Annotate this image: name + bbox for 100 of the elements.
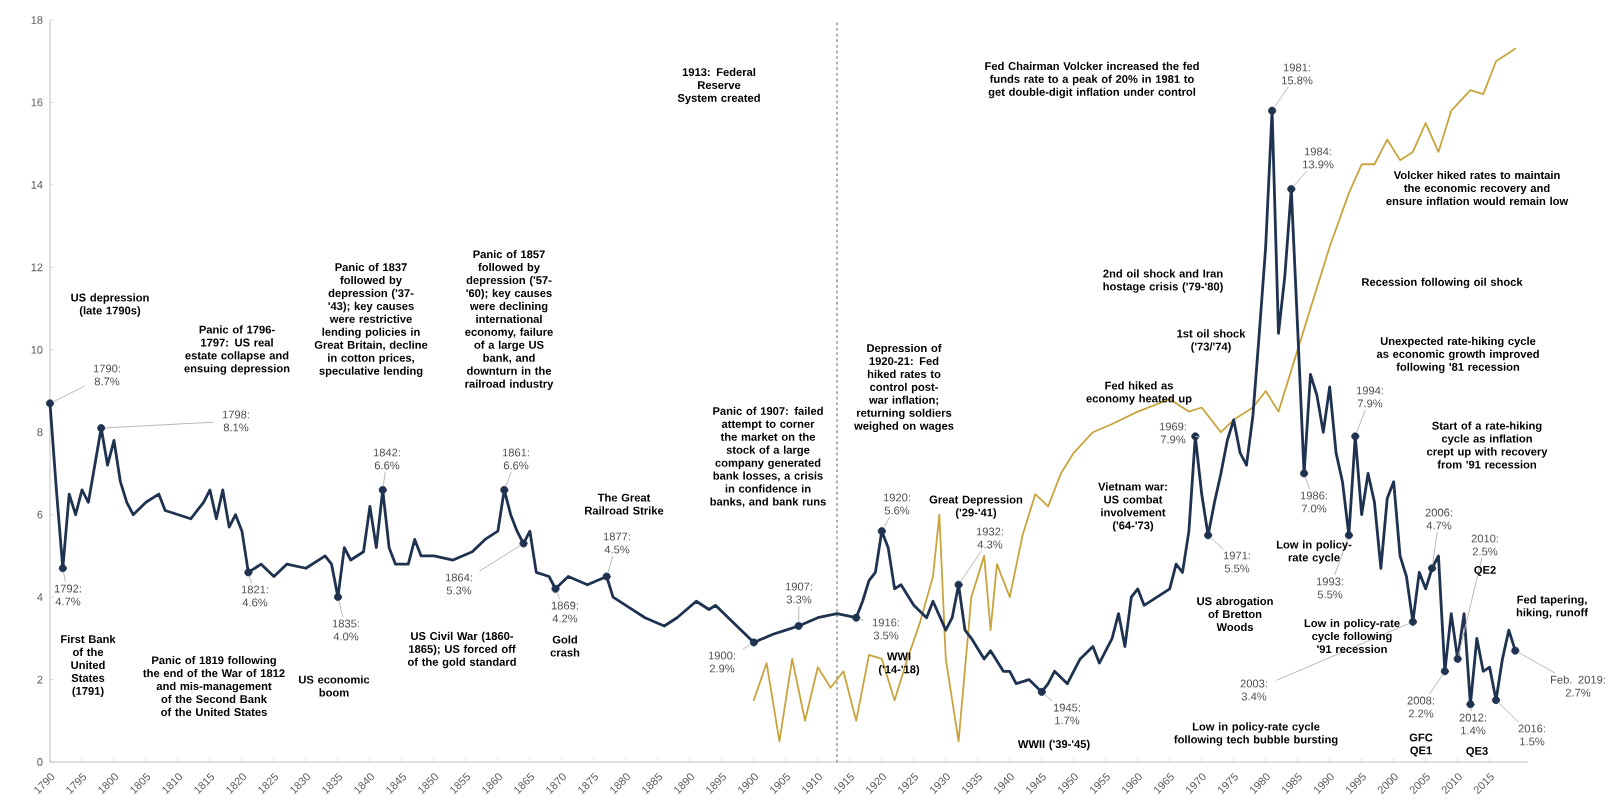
annotation: 2012: 1.4% [1459, 713, 1486, 735]
annotation: 1984: 13.9% [1303, 147, 1334, 169]
annotation: Panic of 1796-1797: US real estate collapse and ensuing depression [184, 325, 290, 375]
annotation: 2nd oil shock and Iran hostage crisis ('79-'80) [1103, 269, 1223, 293]
point [1300, 469, 1309, 478]
annotation: 1993: 5.5% [1316, 577, 1343, 599]
annotation: 1907: 3.3% [785, 582, 812, 604]
annotation: 1798: 8.1% [222, 410, 249, 432]
text: Panic of 1837 followed by depression ('37-'43); key causes were restrictive lending policies in Great Britain, decline in cotton prices, speculative lending [314, 262, 428, 378]
annotation: 1945: 1.7% [1053, 703, 1080, 725]
annotation: Low in policy-rate cycle following tech bubble bursting [1174, 722, 1338, 746]
annotation: Recession following oil shock [1362, 277, 1523, 289]
point [1268, 106, 1277, 115]
annotation: Vietnam war: US combat involvement ('64-'73) [1098, 482, 1167, 532]
point [1204, 531, 1213, 540]
annotation: 1842: 6.6% [373, 448, 400, 470]
annotation: 2016: 1.5% [1518, 724, 1545, 746]
annotation: 1916: 3.5% [872, 618, 899, 640]
annotation: US abrogation of Bretton Woods [1197, 596, 1273, 632]
annotation: 2010: 2.5% [1471, 534, 1498, 556]
annotation: Gold crash [550, 635, 580, 657]
y-tick-label: 0 [37, 758, 43, 766]
annotation: 1835: 4.0% [332, 619, 359, 641]
point [58, 564, 67, 573]
point [877, 527, 886, 536]
annotation: Fed Chairman Volcker increased the fed funds rate to a peak of 20% in 1981 to get double-digit inflation under control [985, 61, 1199, 99]
annotation: Unexpected rate-hiking cycle as economic growth improved following '81 recession [1376, 336, 1539, 374]
annotation: Feb. 2019: 2.7% [1551, 675, 1605, 697]
annotation: 1790: 8.7% [93, 364, 120, 386]
annotation: 1913: Federal Reserve System created [677, 67, 760, 105]
point [1492, 696, 1501, 705]
annotation: 1900: 2.9% [708, 651, 735, 673]
point [333, 593, 342, 602]
annotation: WWII ('39-'45) [1017, 739, 1090, 751]
point [519, 539, 528, 548]
point [1511, 646, 1520, 655]
point [602, 572, 611, 581]
point [852, 613, 861, 622]
y-tick-label: 8 [37, 428, 43, 437]
y-tick-label: 6 [37, 510, 43, 519]
annotation: GFC QE1 [1409, 733, 1433, 757]
annotation: 1821: 4.6% [241, 585, 268, 607]
annotation: Panic of 1907: failed attempt to corner the market on the stock of a large company generated bank losses, a crisis in confidence in banks, and bank runs [710, 406, 826, 508]
point [244, 568, 253, 577]
point [1344, 531, 1353, 540]
annotation: 1981: 15.8% [1282, 63, 1313, 85]
point [1466, 700, 1475, 709]
y-tick-label: 10 [31, 345, 43, 354]
y-tick-label: 16 [31, 98, 43, 107]
annotation: US depression (late 1790s) [71, 293, 149, 317]
point [551, 584, 560, 593]
point [1440, 667, 1449, 676]
annotation: Fed hiked as economy heated up [1086, 381, 1192, 405]
y-tick-label: 4 [37, 593, 43, 601]
point [794, 621, 803, 630]
y-tick-label: 12 [31, 263, 43, 272]
annotation: 1971: 5.5% [1223, 551, 1250, 573]
annotation: 1877: 4.5% [603, 532, 630, 554]
annotation: 1869: 4.2% [551, 601, 578, 623]
annotation: Start of a rate-hiking cycle as inflation crept up with recovery from '91 recession [1427, 421, 1548, 469]
annotation: 1986: 7.0% [1300, 491, 1327, 513]
annotation: Panic of 1819 following the end of the War of 1812 and mis-management of the Second Bank of the United States [143, 655, 285, 716]
annotation: Low in policy-rate cycle [1276, 540, 1352, 564]
annotation: 1994: 7.9% [1356, 386, 1383, 408]
annotation: 1864: 5.3% [445, 573, 472, 595]
annotation: Volcker hiked rates to maintain the economic recovery and ensure inflation would remain low [1386, 170, 1569, 206]
point [500, 485, 509, 494]
annotation: 1861: 6.6% [502, 448, 529, 470]
annotation: 1932: 4.3% [976, 527, 1003, 549]
point [97, 424, 106, 433]
point [378, 485, 387, 494]
annotation: 1792: 4.7% [54, 584, 81, 606]
point [46, 399, 54, 408]
annotation: First Bank of the United States (1791) [61, 634, 116, 698]
annotation: Depression of 1920-21: Fed hiked rates to control post-war inflation; returning soldiers weighed on wages [854, 343, 954, 433]
y-tick-label: 18 [31, 16, 43, 24]
point [1037, 687, 1046, 696]
point [1287, 185, 1296, 194]
point [1428, 564, 1437, 573]
annotation: 2003: 3.4% [1240, 679, 1267, 701]
point [954, 580, 963, 589]
point [1453, 654, 1462, 663]
point [1351, 432, 1360, 441]
point [749, 638, 758, 647]
annotation: 1969: 7.9% [1159, 422, 1186, 444]
annotation: 2008: 2.2% [1407, 696, 1434, 718]
annotation: 1920: 5.6% [883, 493, 910, 515]
annotation: 1st oil shock ('73/'74) [1177, 329, 1246, 353]
annotation: Fed tapering, hiking, runoff [1516, 595, 1589, 619]
y-tick-label: 2 [37, 675, 43, 684]
annotation: QE2 [1474, 566, 1496, 576]
annotation: 2006: 4.7% [1425, 508, 1452, 530]
annotation: US economic boom [299, 675, 370, 697]
annotation: The Great Railroad Strike [585, 493, 664, 515]
annotation: Low in policy-rate cycle following '91 recession [1304, 618, 1400, 654]
y-tick-label: 14 [31, 181, 43, 189]
text: Panic of 1857 followed by depression ('57-'60); key causes were declining international economy, failure of a large US bank, and downturn in the railroad industry [465, 250, 554, 390]
annotation: QE3 [1466, 747, 1488, 757]
annotation: US Civil War (1860-1865); US forced off of the gold standard [407, 631, 516, 669]
point [1408, 617, 1417, 626]
